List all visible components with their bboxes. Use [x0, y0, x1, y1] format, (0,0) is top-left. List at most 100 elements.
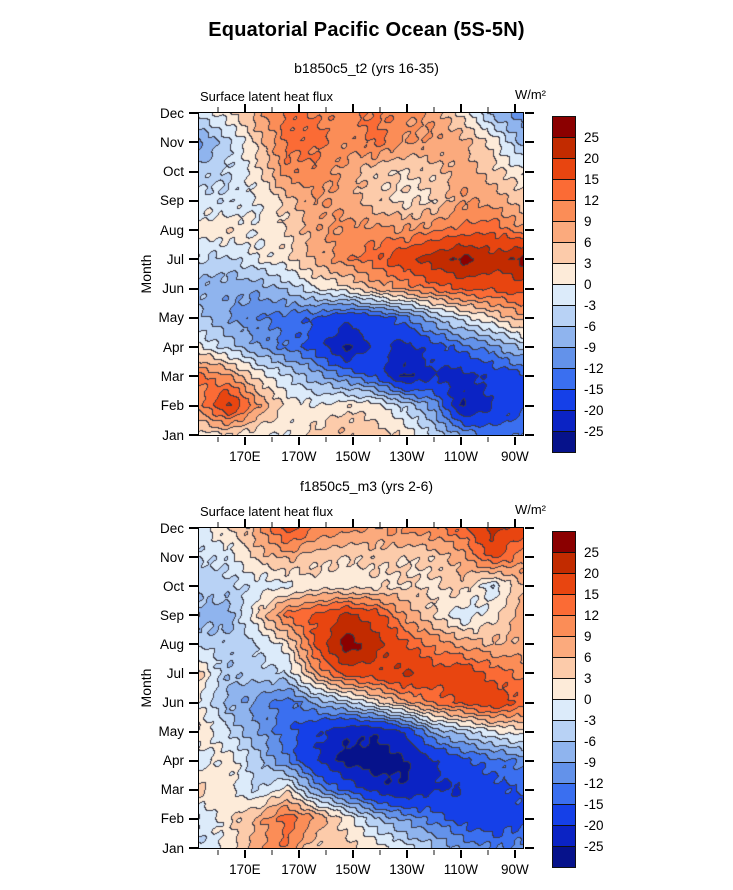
panel-a-month-label: Oct — [162, 164, 184, 180]
panel-b-x-tick-label: 90W — [501, 862, 529, 877]
panel-a-colorbar-label: -3 — [584, 297, 597, 313]
panel-a-month-tick — [524, 316, 534, 319]
panel-b-colorbar-segment — [553, 826, 575, 847]
panel-a-x-major-tick — [459, 436, 462, 445]
panel-b-x-major-tick — [405, 849, 408, 858]
panel-b-x-minor-tick — [379, 521, 381, 527]
panel-b-month-label: Sep — [159, 607, 184, 623]
panel-a-colorbar-segment — [553, 243, 575, 264]
panel-b-colorbar-label: -25 — [584, 838, 604, 854]
panel-b-month-tick — [524, 788, 534, 791]
panel-b-month-label: Mar — [160, 782, 184, 798]
panel-b-x-major-tick — [351, 518, 354, 527]
panel-a-colorbar-label: -15 — [584, 381, 604, 397]
panel-b-colorbar-label: 12 — [584, 607, 600, 623]
panel-a-colorbar-segment — [553, 138, 575, 159]
panel-a-colorbar-label: 15 — [584, 171, 600, 187]
panel-b-month-tick — [524, 556, 534, 559]
panel-b-month-tick — [188, 788, 198, 791]
panel-a-colorbar-segment — [553, 264, 575, 285]
panel-a-x-major-tick — [297, 103, 300, 112]
panel-a-x-minor-tick — [379, 106, 381, 112]
panel-b-x-minor-tick — [487, 521, 489, 527]
panel-b-x-major-tick — [243, 518, 246, 527]
panel-a-month-tick — [188, 112, 198, 114]
panel-b-colorbar-segment — [553, 805, 575, 826]
panel-b-x-minor-tick — [433, 521, 435, 527]
panel-a-month-tick — [524, 287, 534, 290]
panel-b-colorbar-segment — [553, 595, 575, 616]
panel-a-month-tick — [524, 258, 534, 261]
panel-a-x-minor-tick — [325, 106, 327, 112]
panel-b-month-tick — [188, 759, 198, 762]
panel-a-month-tick — [524, 112, 534, 114]
panel-a-colorbar-segment — [553, 411, 575, 432]
panel-a-colorbar-segment — [553, 222, 575, 243]
panel-a-colorbar-segment — [553, 180, 575, 201]
panel-a-colorbar-segment — [553, 390, 575, 411]
panel-b-month-tick — [524, 817, 534, 820]
panel-a-x-tick-label: 170W — [281, 449, 317, 464]
panel-a-heatmap-canvas — [198, 112, 523, 435]
panel-b-colorbar-segment — [553, 616, 575, 637]
panel-a-colorbar-label: -20 — [584, 402, 604, 418]
panel-a-x-minor-tick — [487, 106, 489, 112]
panel-b-month-tick — [188, 585, 198, 588]
panel-b-colorbar-label: 20 — [584, 565, 600, 581]
panel-a-colorbar-segment — [553, 306, 575, 327]
panel-a-month-label: Nov — [159, 134, 184, 150]
panel-a-colorbar-segment — [553, 159, 575, 180]
panel-a-subtitle: b1850c5_t2 (yrs 16-35) — [294, 60, 439, 76]
panel-a-x-tick-label: 130W — [389, 449, 425, 464]
panel-b-x-tick-label: 170E — [229, 862, 261, 877]
panel-a-colorbar-segment — [553, 285, 575, 306]
panel-b-month-label: Oct — [162, 578, 184, 594]
panel-a-month-tick — [524, 141, 534, 144]
panel-b-plot-frame — [197, 526, 524, 849]
panel-b-month-tick — [524, 730, 534, 733]
panel-a-colorbar — [552, 116, 576, 453]
panel-a-month-tick — [188, 170, 198, 173]
panel-a-x-major-tick — [513, 103, 516, 112]
panel-b-month-tick — [524, 585, 534, 588]
panel-b-colorbar-label: -15 — [584, 796, 604, 812]
panel-b-colorbar-label: 0 — [584, 691, 592, 707]
panel-b-x-major-tick — [459, 518, 462, 527]
panel-b-month-tick — [188, 817, 198, 820]
panel-a-month-tick — [188, 229, 198, 232]
figure-title: Equatorial Pacific Ocean (5S-5N) — [208, 19, 525, 41]
panel-b-x-tick-label: 110W — [443, 862, 479, 877]
panel-a-colorbar-label: 25 — [584, 129, 600, 145]
panel-a-month-label: Apr — [162, 339, 184, 355]
panel-a-month-tick — [524, 404, 534, 407]
panel-b-month-tick — [188, 701, 198, 704]
panel-b-colorbar-segment — [553, 721, 575, 742]
panel-a-colorbar-segment — [553, 369, 575, 390]
panel-b-month-label: Nov — [159, 549, 184, 565]
panel-b-colorbar-label: -20 — [584, 817, 604, 833]
panel-a-month-label: Sep — [159, 193, 184, 209]
panel-b-month-tick — [524, 701, 534, 704]
panel-a-month-label: Mar — [160, 368, 184, 384]
panel-a-x-minor-tick — [325, 436, 327, 442]
panel-a-x-tick-label: 90W — [501, 449, 529, 464]
panel-a-x-minor-tick — [217, 106, 219, 112]
panel-b-x-minor-tick — [487, 849, 489, 855]
panel-b-month-tick — [188, 614, 198, 617]
panel-b-colorbar-label: 3 — [584, 670, 592, 686]
panel-b-x-major-tick — [351, 849, 354, 858]
panel-b-month-tick — [524, 614, 534, 617]
panel-b-x-major-tick — [405, 518, 408, 527]
panel-b-x-minor-tick — [217, 521, 219, 527]
panel-a-month-label: Jan — [162, 427, 184, 443]
panel-b-colorbar-segment — [553, 847, 575, 867]
panel-a-x-minor-tick — [271, 106, 273, 112]
panel-a-x-major-tick — [351, 436, 354, 445]
panel-b-colorbar-segment — [553, 742, 575, 763]
panel-a-month-tick — [188, 258, 198, 261]
panel-a-plot-frame — [197, 111, 524, 436]
panel-b-colorbar-label: -12 — [584, 775, 604, 791]
panel-a-month-tick — [188, 404, 198, 407]
panel-a-colorbar-label: 12 — [584, 192, 600, 208]
panel-b-colorbar-segment — [553, 574, 575, 595]
